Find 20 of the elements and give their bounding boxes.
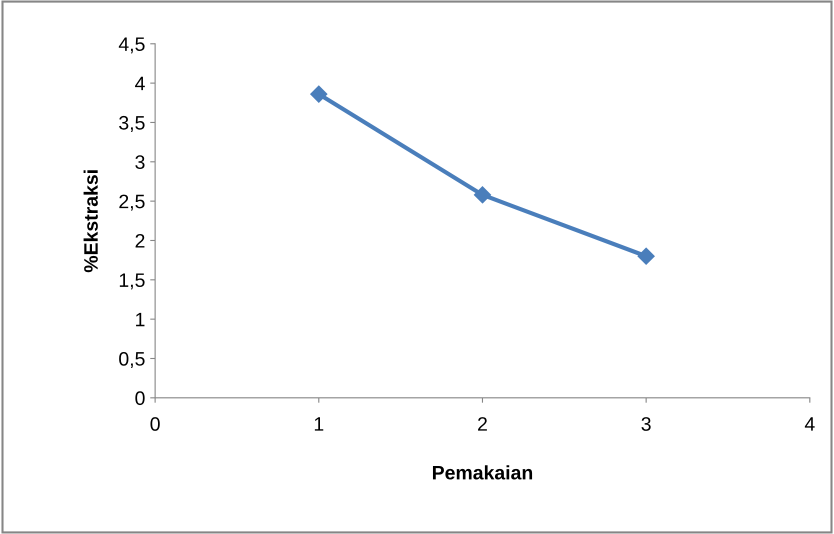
y-tick-label: 3,5: [119, 116, 145, 132]
y-tick-label: 4,5: [118, 37, 145, 54]
y-tick-label: 1,5: [120, 273, 145, 290]
point: [310, 86, 328, 103]
y-tick-label: 0,5: [119, 352, 145, 368]
point: [474, 186, 492, 204]
x-tick-label: 0: [150, 417, 160, 431]
x-tick-label: 2: [478, 417, 487, 431]
y-tick-label: 1: [136, 312, 144, 326]
x-tick-label: 3: [641, 417, 651, 431]
y-tick-label: 0: [135, 391, 145, 406]
y-tick-label: 4: [135, 76, 145, 90]
x-tick-label: 4: [804, 417, 815, 431]
y-tick-label: 3: [135, 155, 145, 170]
x-axis-title: Pemakaian: [432, 465, 532, 480]
y-tick-label: 2: [136, 234, 144, 248]
x-tick-label: 1: [314, 417, 324, 431]
point: [638, 248, 655, 265]
y-axis-title: %Ekstraksi: [84, 170, 98, 272]
y-tick-label: 2,5: [119, 194, 145, 211]
